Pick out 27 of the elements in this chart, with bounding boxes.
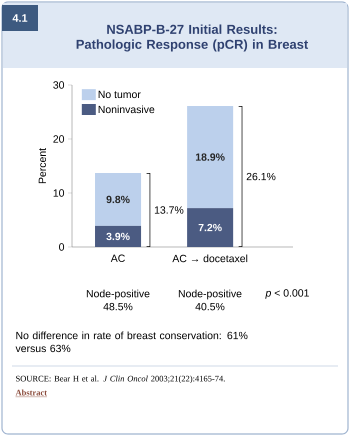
text: No difference in rate of breast conservation: 61% versus 63% xyxy=(16,332,248,352)
y-tick-label: 20 xyxy=(53,135,64,143)
y-tick-label: 10 xyxy=(54,189,64,197)
y-tick-label: 30 xyxy=(53,81,64,89)
x-tick-label: AC → docetaxel xyxy=(172,254,248,262)
text: Abstract xyxy=(16,390,47,396)
text: Node-positive 48.5% xyxy=(86,290,150,310)
text: p < 0.001 xyxy=(265,289,309,299)
text: Node-positive 40.5% xyxy=(178,290,242,310)
bar xyxy=(187,106,234,208)
data-label: 3.9% xyxy=(106,232,130,240)
text: 4.1 xyxy=(12,14,28,22)
legend-label: No tumor xyxy=(98,90,141,98)
data-label: 9.8% xyxy=(106,196,130,204)
bar xyxy=(95,226,142,247)
y-axis-title: Percent xyxy=(38,148,46,184)
legend-label: Noninvasive xyxy=(98,105,154,114)
source-note: SOURCE: Bear H et al. J Clin Oncol 2003;21(22):4165-74. xyxy=(16,376,225,384)
total-label: 13.7% xyxy=(154,206,184,214)
data-label: 18.9% xyxy=(196,153,225,161)
y-tick-label: 0 xyxy=(59,243,64,251)
bar xyxy=(95,173,142,226)
chart-title: NSABP-B-27 Initial Results: Pathologic Response (pCR) in Breast xyxy=(76,24,308,52)
total-label: 26.1% xyxy=(246,172,276,180)
x-tick-label: AC xyxy=(110,254,125,262)
bar xyxy=(187,208,234,247)
data-label: 7.2% xyxy=(198,224,222,232)
